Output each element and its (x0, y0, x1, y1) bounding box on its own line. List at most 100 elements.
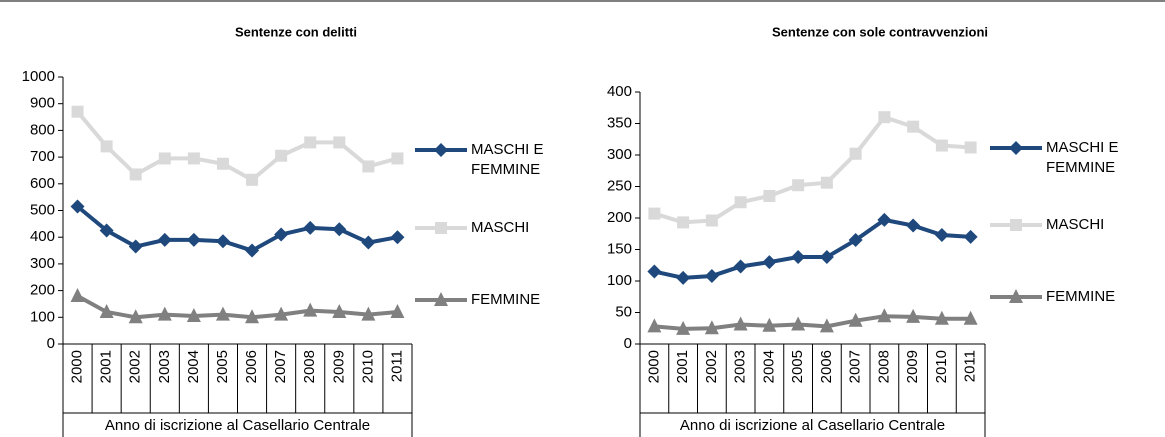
x-tick-label: 2003 (156, 350, 173, 383)
legend-label: MASCHI (1046, 216, 1105, 233)
marker (390, 303, 405, 318)
marker (762, 255, 777, 270)
series-line (76, 294, 398, 320)
marker (935, 139, 948, 152)
chart-title: Sentenze con sole contravvenzioni (772, 24, 988, 39)
marker (361, 235, 376, 250)
marker (391, 152, 404, 165)
x-tick-label: 2002 (703, 350, 720, 383)
marker (820, 176, 833, 189)
marker (275, 149, 288, 162)
y-tick-label: 700 (30, 148, 55, 165)
y-tick-label: 0 (47, 335, 55, 352)
marker (332, 222, 347, 237)
legend-label-box: MASCHI (471, 219, 530, 236)
y-tick-label: 0 (624, 335, 632, 352)
x-tick-label: 2005 (789, 350, 806, 383)
y-tick-label: 350 (607, 114, 632, 131)
marker (906, 218, 921, 233)
x-tick-label: 2007 (272, 350, 289, 383)
x-tick-label: 2001 (98, 350, 115, 383)
marker (246, 173, 259, 186)
marker (819, 318, 834, 333)
legend-label: FEMMINE (471, 291, 541, 308)
marker (791, 250, 806, 265)
marker (100, 140, 113, 153)
marker (216, 157, 229, 170)
marker (733, 316, 748, 331)
marker (907, 120, 920, 133)
marker (704, 268, 719, 283)
y-tick-label: 50 (615, 303, 632, 320)
marker (362, 160, 375, 173)
marker (304, 136, 317, 149)
x-tick-label: 2006 (243, 350, 260, 383)
y-tick-label: 300 (607, 146, 632, 163)
x-tick-label: 2010 (359, 350, 376, 383)
y-tick-label: 250 (607, 177, 632, 194)
x-tick-label: 2006 (818, 350, 835, 383)
marker (333, 136, 346, 149)
legend-marker (434, 292, 448, 306)
legend-label-box: FEMMINE (471, 291, 541, 308)
marker (819, 250, 834, 265)
y-tick-label: 800 (30, 121, 55, 138)
y-tick-label: 900 (30, 95, 55, 112)
marker (877, 308, 892, 323)
marker (157, 306, 172, 321)
marker (647, 264, 662, 279)
y-tick-label: 400 (607, 83, 632, 100)
x-tick-label: 2009 (330, 350, 347, 383)
marker (647, 318, 662, 333)
x-tick-label: 2010 (933, 350, 950, 383)
marker (877, 212, 892, 227)
x-tick-label: 2004 (185, 350, 202, 383)
y-tick-label: 600 (30, 175, 55, 192)
x-tick-label: 2001 (674, 350, 691, 383)
x-tick-label: 2008 (301, 350, 318, 383)
marker (763, 189, 776, 202)
x-tick-label: 2000 (645, 350, 662, 383)
marker (274, 227, 289, 242)
marker (186, 232, 201, 247)
marker (934, 228, 949, 243)
y-tick-label: 1000 (22, 68, 55, 85)
legend-label-box: MASCHI E FEMMINE (471, 141, 544, 178)
legend-label: FEMMINE (1046, 288, 1116, 305)
x-tick-label: 2007 (847, 350, 864, 383)
x-axis-label: Anno di iscrizione al Casellario Central… (680, 417, 945, 434)
marker (792, 179, 805, 192)
marker (676, 320, 691, 335)
marker (332, 303, 347, 318)
marker (704, 320, 719, 335)
marker (158, 152, 171, 165)
y-tick-label: 150 (607, 240, 632, 257)
marker (848, 233, 863, 248)
marker (676, 270, 691, 285)
y-tick-label: 400 (30, 228, 55, 245)
marker (303, 302, 318, 317)
marker (303, 220, 318, 235)
marker (129, 168, 142, 181)
legend-marker (1010, 219, 1022, 231)
series-line (76, 204, 398, 253)
marker (187, 152, 200, 165)
marker (99, 303, 114, 318)
y-tick-label: 100 (30, 308, 55, 325)
marker (361, 306, 376, 321)
x-tick-label: 2003 (732, 350, 749, 383)
x-tick-label: 2004 (760, 350, 777, 383)
legend-label: MASCHI (471, 219, 530, 236)
marker (964, 141, 977, 154)
marker (648, 207, 661, 220)
y-tick-label: 100 (607, 272, 632, 289)
x-tick-label: 2011 (962, 350, 979, 382)
x-tick-label: 2009 (904, 350, 921, 383)
legend-marker (435, 222, 447, 234)
marker (215, 234, 230, 249)
series-line (76, 110, 398, 183)
x-tick-label: 2011 (388, 350, 405, 382)
legend-label: MASCHI E FEMMINE (471, 141, 544, 178)
legend-label-box: MASCHI (1046, 216, 1105, 233)
marker (849, 147, 862, 160)
